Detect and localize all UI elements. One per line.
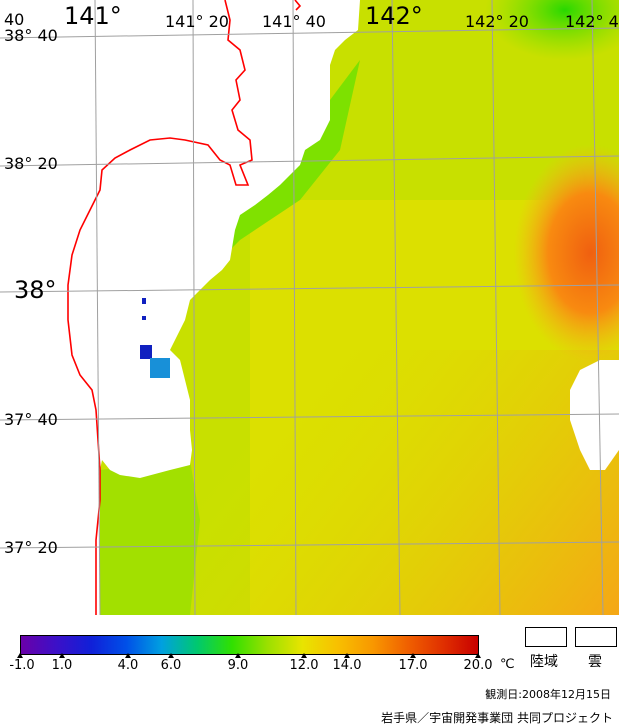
land-label: 陸域 — [530, 654, 558, 670]
lon-label-142: 142° — [365, 2, 423, 30]
lat-label-38-20: 38° 20 — [4, 154, 58, 173]
credit-text: 岩手県／宇宙開発事業団 共同プロジェクト — [381, 711, 613, 725]
tick-mark — [59, 653, 65, 658]
tick-label: 17.0 — [398, 658, 428, 673]
tick-mark — [344, 653, 350, 658]
corner-label: 40 — [4, 10, 25, 29]
lat-label-37-40: 37° 40 — [4, 410, 58, 429]
temperature-colorbar — [20, 635, 479, 655]
land-swatch — [525, 627, 567, 647]
cloud-label: 雲 — [588, 654, 602, 670]
bay-cold-water-4 — [142, 316, 146, 320]
bay-cold-water-3 — [142, 298, 146, 304]
tick-mark — [235, 653, 241, 658]
lat-label-38: 38° — [14, 276, 57, 304]
tick-mark — [125, 653, 131, 658]
tick-label: 9.0 — [227, 658, 249, 673]
map-canvas — [0, 0, 619, 615]
tick-mark — [17, 653, 23, 658]
tick-label: 4.0 — [117, 658, 139, 673]
cloud-swatch — [575, 627, 617, 647]
lon-label-142-20: 142° 20 — [465, 12, 529, 31]
tick-label: 12.0 — [289, 658, 319, 673]
tick-label: 14.0 — [332, 658, 362, 673]
coastline — [67, 0, 253, 615]
tick-mark — [168, 653, 174, 658]
lon-label-141: 141° — [64, 2, 122, 30]
tick-mark — [475, 653, 481, 658]
bay-cold-water-2 — [150, 358, 170, 378]
tick-label: 6.0 — [160, 658, 182, 673]
unit-label: ℃ — [500, 657, 515, 672]
tick-label: -1.0 — [9, 658, 35, 673]
sea-west-green — [100, 460, 200, 615]
lat-label-37-20: 37° 20 — [4, 538, 58, 557]
land-area — [0, 0, 360, 615]
cloud-area — [570, 360, 619, 470]
lon-label-141-20: 141° 20 — [165, 12, 229, 31]
tick-mark — [301, 653, 307, 658]
graticule — [0, 0, 619, 615]
tick-mark — [410, 653, 416, 658]
tick-label: 20.0 — [463, 658, 493, 673]
legend: -1.0 1.0 4.0 6.0 9.0 12.0 14.0 17.0 20.0… — [0, 615, 619, 725]
lon-label-141-40: 141° 40 — [262, 12, 326, 31]
coastline-north-island — [294, 0, 302, 11]
tick-label: 1.0 — [51, 658, 73, 673]
observation-date: 観測日:2008年12月15日 — [485, 688, 611, 701]
sea-surface-temperature-map: 141° 141° 20 141° 40 142° 142° 20 142° 4… — [0, 0, 619, 615]
bay-cold-water — [140, 345, 152, 359]
lon-label-142-40: 142° 4 — [565, 12, 619, 31]
lat-label-38-40: 38° 40 — [4, 26, 58, 45]
